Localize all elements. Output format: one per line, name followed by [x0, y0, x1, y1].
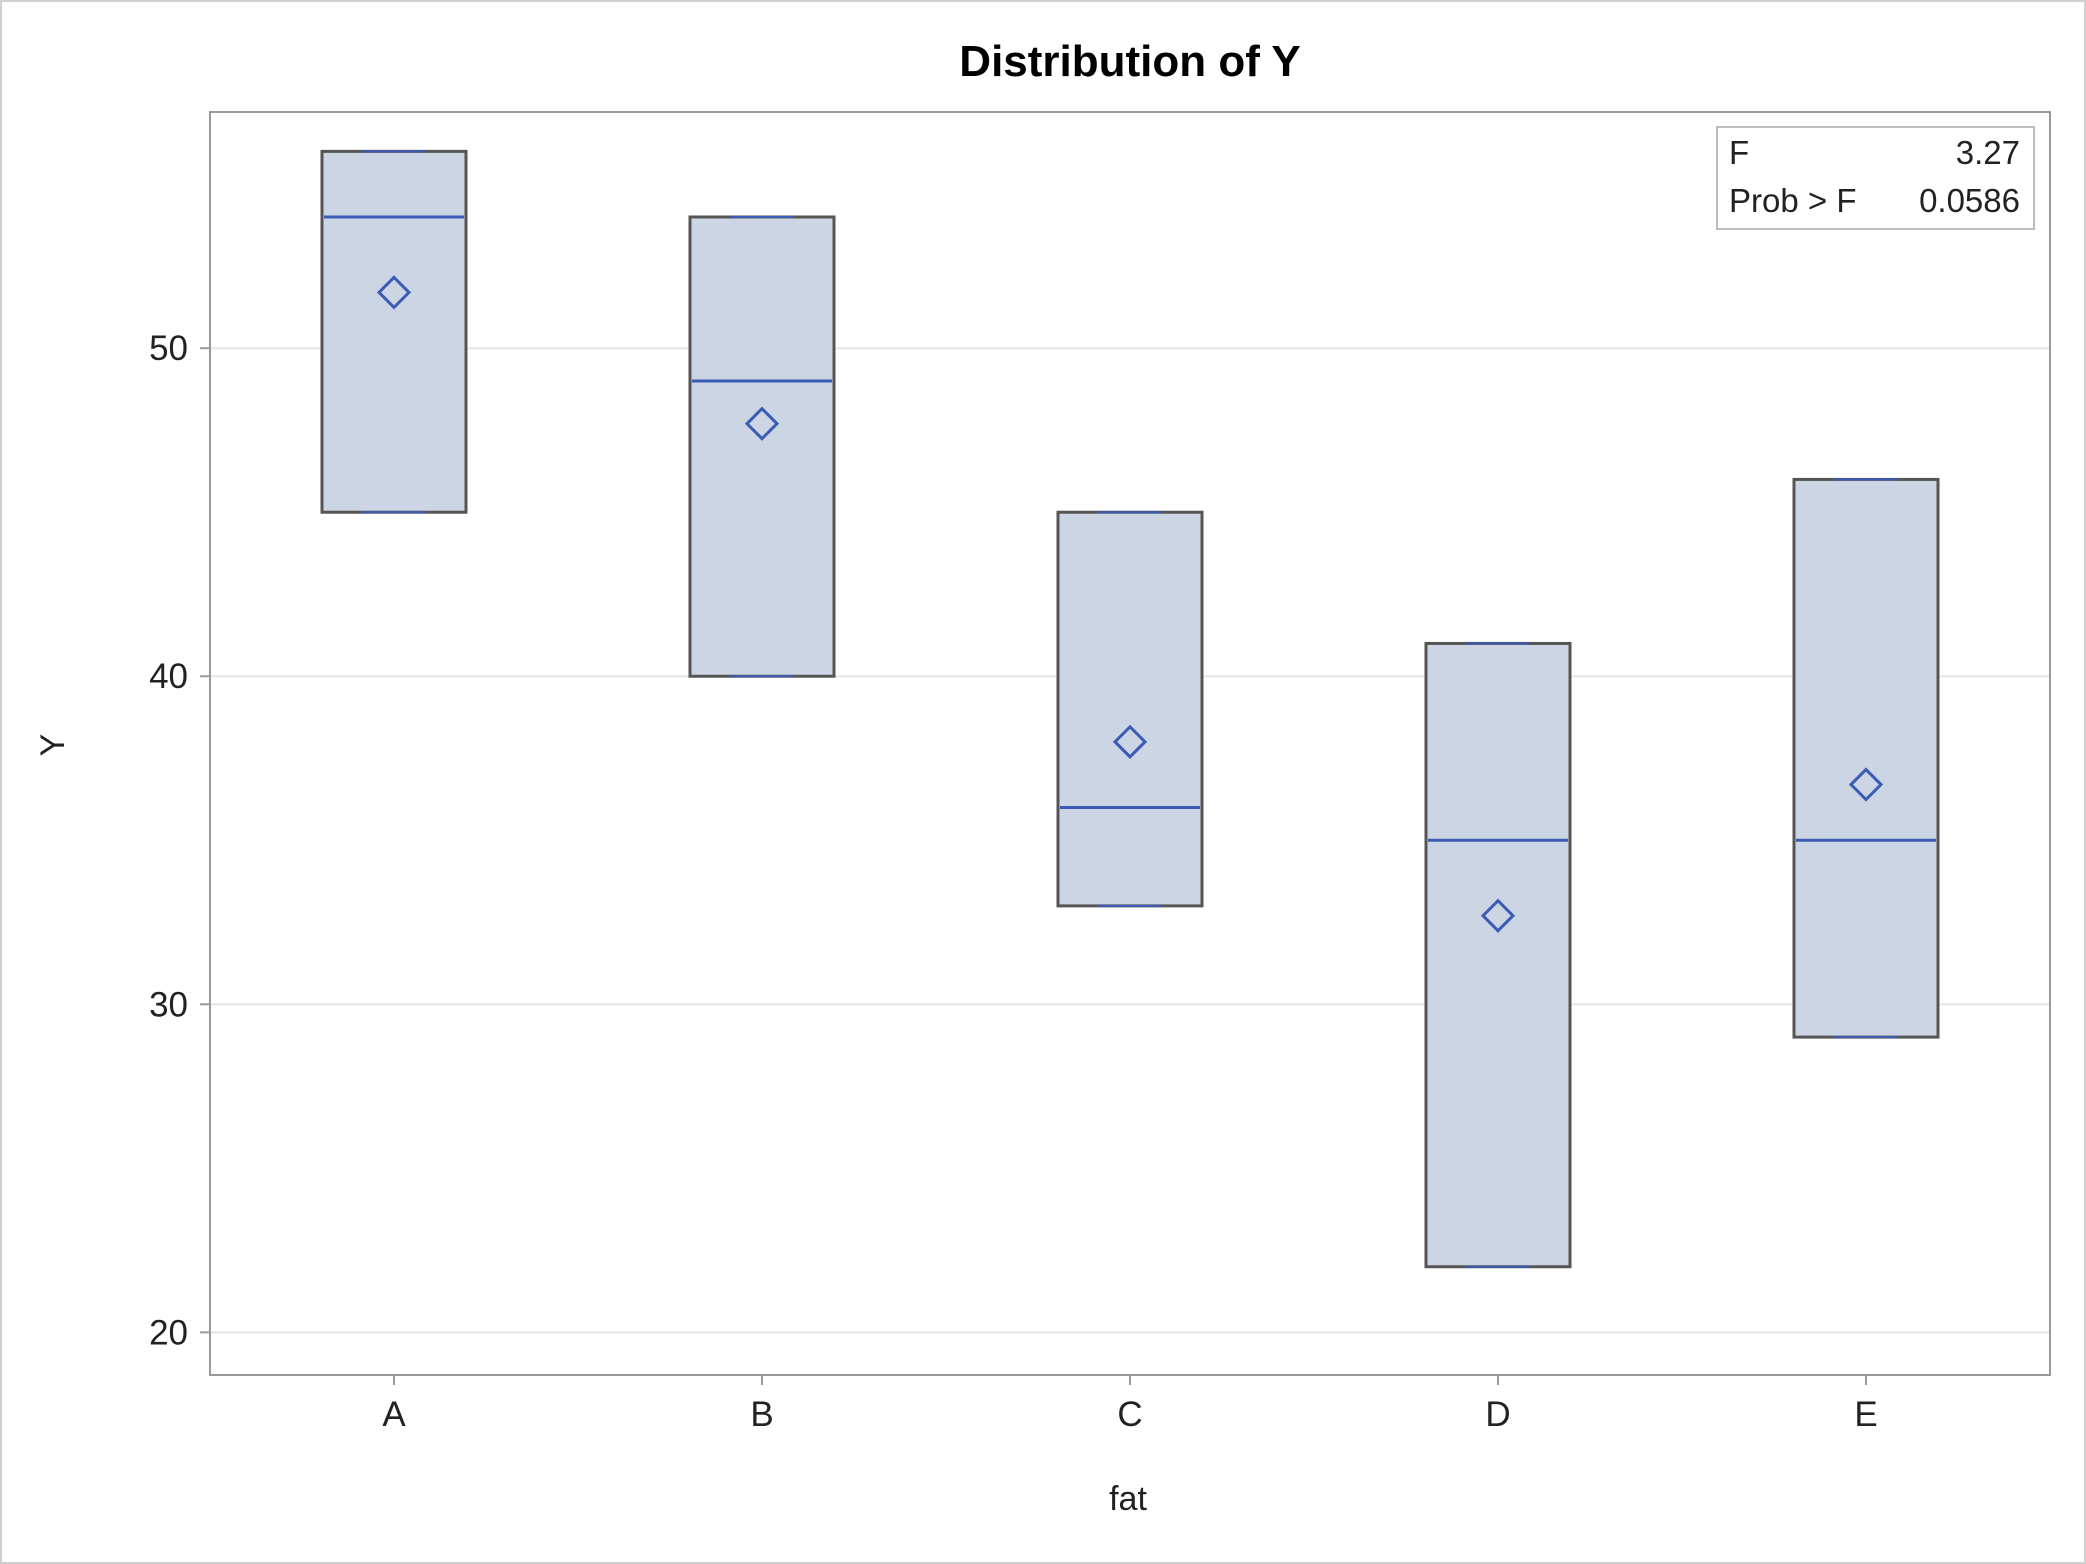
y-tick-label-20: 20	[149, 1313, 188, 1352]
y-tick-label-30: 30	[149, 985, 188, 1024]
x-tick-label-D: D	[1485, 1395, 1510, 1434]
box-body-E	[1792, 477, 1940, 1039]
mean-marker-E	[1848, 767, 1884, 802]
box-body-C	[1056, 510, 1204, 908]
stat-f-value: 3.27	[1956, 134, 2020, 171]
chart-title: Distribution of Y	[959, 37, 1300, 86]
box-body-B	[688, 215, 836, 678]
y-axis-label: Y	[34, 734, 72, 757]
mean-marker-D	[1480, 898, 1516, 933]
x-tick-label-C: C	[1117, 1395, 1142, 1434]
mean-marker-C	[1112, 724, 1148, 759]
x-tick-label-A: A	[382, 1395, 406, 1434]
box-body-A	[320, 149, 468, 514]
box-E	[1792, 477, 1940, 1039]
y-tick-label-50: 50	[149, 329, 188, 368]
box-B	[688, 215, 836, 678]
y-axis: 20 30 40 50	[149, 329, 210, 1352]
box-A	[320, 149, 468, 514]
x-tick-label-E: E	[1854, 1395, 1877, 1434]
mean-marker-A	[376, 275, 412, 310]
x-axis-label: fat	[1109, 1480, 1147, 1518]
x-axis: A B C D E	[382, 1375, 1878, 1434]
stat-f-label: F	[1729, 134, 1749, 171]
y-tick-label-40: 40	[149, 657, 188, 696]
box-C	[1056, 510, 1204, 908]
x-tick-label-B: B	[750, 1395, 773, 1434]
stats-inset-box	[1716, 126, 2035, 230]
box-D	[1424, 641, 1572, 1269]
stat-prob-label: Prob > F	[1729, 182, 1856, 219]
box-body-D	[1424, 641, 1572, 1269]
stat-prob-value: 0.0586	[1919, 182, 2020, 219]
mean-marker-B	[744, 406, 780, 441]
boxes	[320, 149, 1940, 1269]
stats-inset: F 3.27 Prob > F 0.0586	[1716, 126, 2035, 230]
